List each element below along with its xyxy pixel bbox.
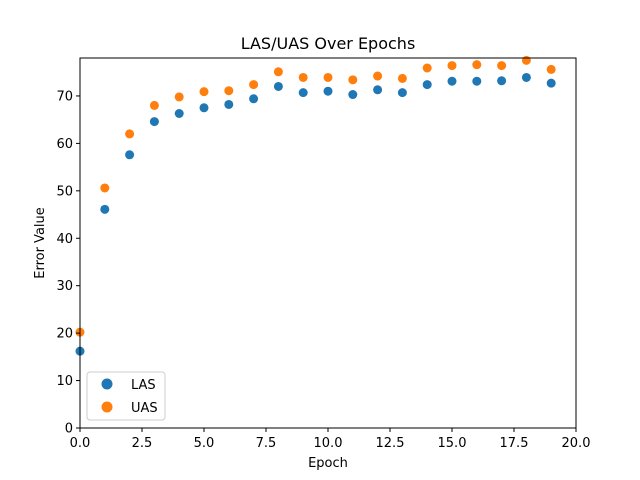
point-uas-epoch-5 xyxy=(199,87,209,97)
data-points xyxy=(75,55,556,356)
point-uas-epoch-8 xyxy=(273,67,283,77)
point-las-epoch-6 xyxy=(224,99,234,109)
point-las-epoch-1 xyxy=(100,204,110,214)
point-las-epoch-5 xyxy=(199,103,209,113)
x-tick-label: 20.0 xyxy=(562,436,591,451)
x-axis-ticks: 0.0 2.5 5.0 7.5 10.0 12.5 15.0 17.5 20.0 xyxy=(70,428,591,451)
point-uas-epoch-2 xyxy=(125,129,135,139)
y-tick-label: 20 xyxy=(56,327,73,342)
y-tick-label: 50 xyxy=(56,184,73,199)
point-las-epoch-4 xyxy=(174,109,184,118)
point-uas-epoch-18 xyxy=(521,55,531,65)
point-las-epoch-15 xyxy=(447,76,457,86)
x-tick-label: 15.0 xyxy=(438,436,467,451)
point-las-epoch-13 xyxy=(397,88,407,98)
chart-title: LAS/UAS Over Epochs xyxy=(241,34,416,53)
point-uas-epoch-9 xyxy=(298,72,308,82)
x-tick-label: 10.0 xyxy=(314,436,343,451)
y-tick-label: 60 xyxy=(56,137,73,152)
y-tick-label: 70 xyxy=(56,89,73,104)
legend-marker-uas xyxy=(101,401,113,413)
plot-area xyxy=(75,55,577,429)
legend: LAS UAS xyxy=(86,371,166,421)
point-las-epoch-7 xyxy=(249,94,259,104)
x-tick-label: 12.5 xyxy=(376,436,405,451)
point-las-epoch-19 xyxy=(546,78,556,88)
x-tick-label: 2.5 xyxy=(132,436,153,451)
point-las-epoch-2 xyxy=(125,150,135,160)
point-las-epoch-18 xyxy=(521,72,531,82)
y-tick-label: 0 xyxy=(65,422,73,437)
point-las-epoch-17 xyxy=(497,76,507,86)
point-las-epoch-14 xyxy=(422,80,432,90)
point-uas-epoch-17 xyxy=(497,61,507,71)
point-las-epoch-9 xyxy=(298,88,308,98)
point-uas-epoch-11 xyxy=(348,75,358,85)
legend-label-uas: UAS xyxy=(131,401,158,416)
point-uas-epoch-15 xyxy=(447,61,457,71)
point-las-epoch-12 xyxy=(373,85,383,95)
x-axis-label: Epoch xyxy=(308,456,348,471)
point-uas-epoch-19 xyxy=(546,64,556,74)
x-tick-label: 7.5 xyxy=(256,436,277,451)
point-uas-epoch-3 xyxy=(149,100,159,110)
point-uas-epoch-4 xyxy=(174,92,184,102)
y-axis-label: Error Value xyxy=(33,207,48,279)
point-las-epoch-10 xyxy=(323,86,333,96)
point-uas-epoch-7 xyxy=(249,80,259,90)
x-tick-label: 5.0 xyxy=(194,436,215,451)
point-las-epoch-16 xyxy=(472,76,482,86)
point-uas-epoch-16 xyxy=(472,60,482,70)
x-tick-label: 17.5 xyxy=(500,436,529,451)
point-las-epoch-3 xyxy=(149,117,159,127)
point-uas-epoch-12 xyxy=(373,71,383,81)
y-axis-ticks: 0 10 20 30 40 50 60 70 xyxy=(56,89,80,437)
legend-marker-las xyxy=(101,378,113,390)
y-tick-label: 30 xyxy=(56,279,73,294)
point-uas-epoch-13 xyxy=(397,73,407,83)
y-tick-label: 10 xyxy=(56,374,73,389)
legend-label-las: LAS xyxy=(131,378,156,393)
point-uas-epoch-1 xyxy=(100,183,110,193)
point-uas-epoch-10 xyxy=(323,72,333,82)
x-tick-label: 0.0 xyxy=(70,436,91,451)
point-las-epoch-8 xyxy=(273,81,283,91)
point-uas-epoch-14 xyxy=(422,63,432,73)
point-las-epoch-11 xyxy=(348,90,358,100)
y-tick-label: 40 xyxy=(56,232,73,247)
point-uas-epoch-6 xyxy=(224,86,234,96)
